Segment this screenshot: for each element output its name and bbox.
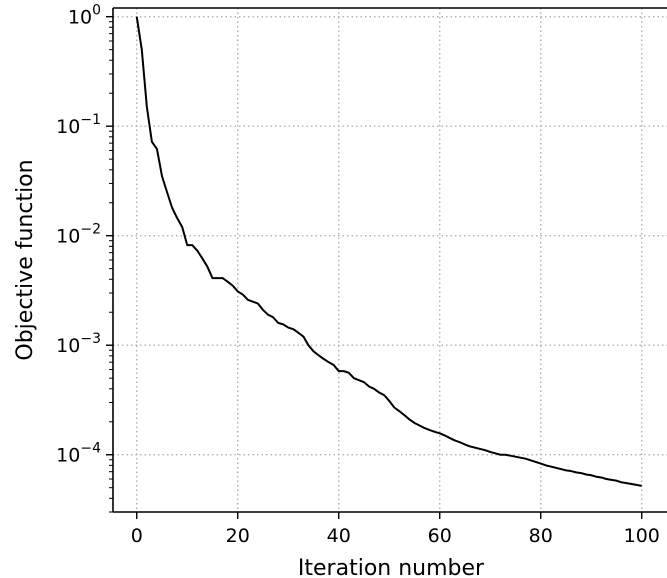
x-tick-label: 20 [226,525,250,547]
y-tick-label: 10−1 [56,112,101,138]
axis-ticks: 0 20 40 60 80 100 100 10−1 10−2 10−3 10−4 [56,3,660,547]
y-tick-label: 10−2 [56,222,101,248]
x-axis-label: Iteration number [298,556,485,578]
y-axis-label: Objective function [13,159,38,360]
x-tick-label: 100 [624,525,660,547]
x-tick-label: 0 [131,525,143,547]
series-line [135,16,642,487]
y-tick-label: 100 [68,3,101,29]
y-tick-label: 10−4 [56,441,101,467]
y-tick-label: 10−3 [56,331,101,357]
x-tick-label: 60 [428,525,452,547]
grid-lines [113,8,667,512]
x-tick-label: 80 [529,525,553,547]
x-tick-label: 40 [327,525,351,547]
series-layer [135,16,642,487]
